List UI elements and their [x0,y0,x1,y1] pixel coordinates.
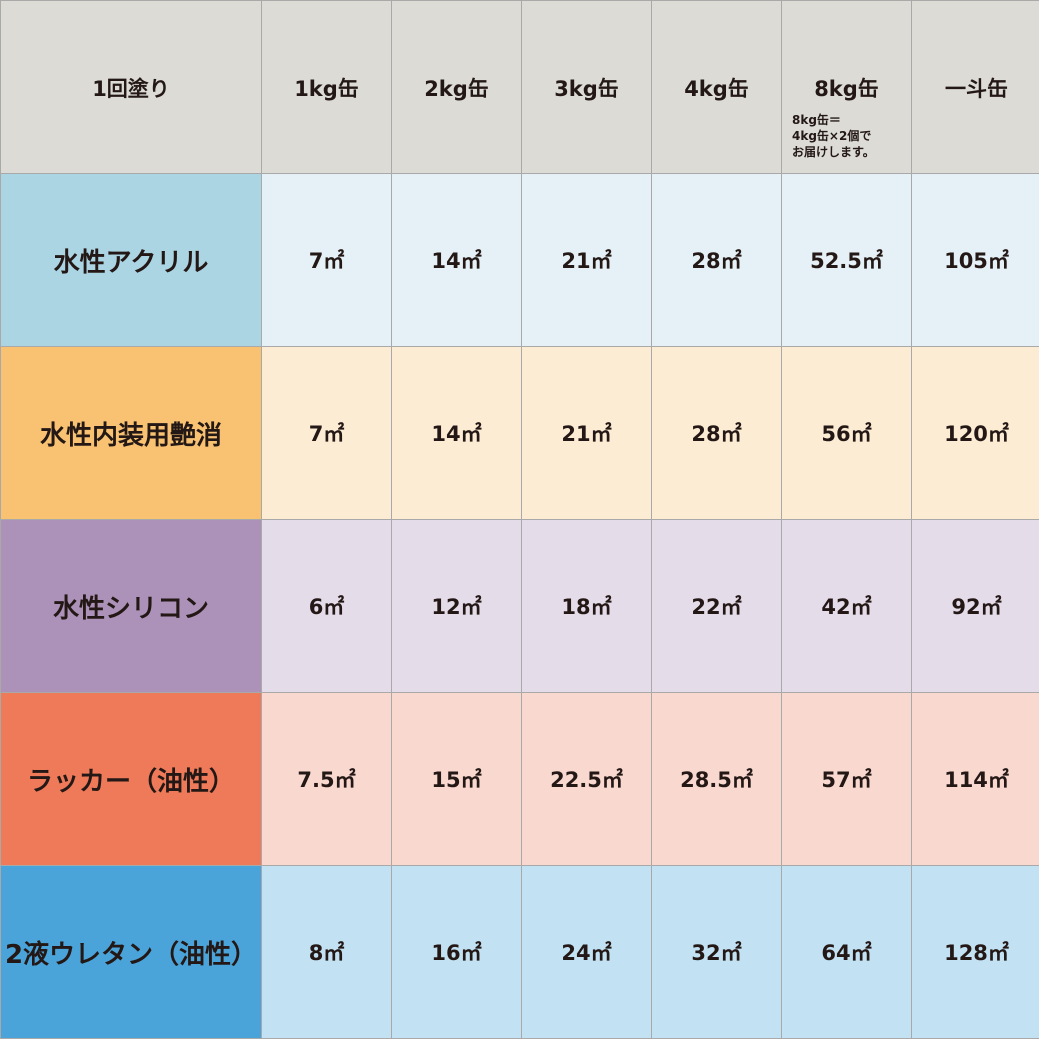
coverage-cell: 7㎡ [261,173,392,347]
coverage-cell: 22.5㎡ [521,692,652,866]
row-label: ラッカー（油性） [0,692,262,866]
coverage-cell: 114㎡ [911,692,1039,866]
row-label: 2液ウレタン（油性） [0,865,262,1039]
coverage-cell: 64㎡ [781,865,912,1039]
row-label: 水性アクリル [0,173,262,347]
coverage-cell: 16㎡ [391,865,522,1039]
row-label: 水性内装用艶消 [0,346,262,520]
header-row: 1回塗り 1kg缶 2kg缶 3kg缶 4kg缶 8kg缶 8kg缶＝ 4kg缶… [0,0,1039,174]
column-header: 一斗缶 [911,0,1039,174]
coverage-cell: 128㎡ [911,865,1039,1039]
column-label: 1kg缶 [294,77,359,101]
coverage-cell: 28㎡ [651,173,782,347]
column-label: 4kg缶 [684,77,749,101]
coverage-cell: 14㎡ [391,173,522,347]
coverage-cell: 32㎡ [651,865,782,1039]
column-label: 2kg缶 [424,77,489,101]
table-row: 水性アクリル 7㎡ 14㎡ 21㎡ 28㎡ 52.5㎡ 105㎡ [0,173,1039,347]
coverage-cell: 28㎡ [651,346,782,520]
coverage-cell: 14㎡ [391,346,522,520]
coverage-cell: 18㎡ [521,519,652,693]
coverage-cell: 21㎡ [521,173,652,347]
coverage-cell: 21㎡ [521,346,652,520]
coverage-cell: 42㎡ [781,519,912,693]
coverage-cell: 52.5㎡ [781,173,912,347]
note-line: 4kg缶×2個で [792,129,872,143]
corner-label: 1回塗り [92,77,170,101]
coverage-cell: 7.5㎡ [261,692,392,866]
coverage-cell: 6㎡ [261,519,392,693]
note-line: お届けします。 [792,145,875,159]
column-header: 8kg缶 8kg缶＝ 4kg缶×2個で お届けします。 [781,0,912,174]
column-label: 一斗缶 [945,77,1008,101]
coverage-cell: 56㎡ [781,346,912,520]
coverage-cell: 22㎡ [651,519,782,693]
coverage-cell: 105㎡ [911,173,1039,347]
8kg-note: 8kg缶＝ 4kg缶×2個で お届けします。 [792,112,875,160]
row-label: 水性シリコン [0,519,262,693]
column-label: 3kg缶 [554,77,619,101]
coverage-cell: 120㎡ [911,346,1039,520]
column-label: 8kg缶 [814,77,879,101]
coverage-cell: 7㎡ [261,346,392,520]
corner-header: 1回塗り [0,0,262,174]
table-row: ラッカー（油性） 7.5㎡ 15㎡ 22.5㎡ 28.5㎡ 57㎡ 114㎡ [0,692,1039,866]
coverage-cell: 15㎡ [391,692,522,866]
note-line: 8kg缶＝ [792,113,841,127]
coverage-cell: 57㎡ [781,692,912,866]
coverage-cell: 12㎡ [391,519,522,693]
coverage-cell: 28.5㎡ [651,692,782,866]
table-row: 水性内装用艶消 7㎡ 14㎡ 21㎡ 28㎡ 56㎡ 120㎡ [0,346,1039,520]
coverage-cell: 24㎡ [521,865,652,1039]
column-header: 2kg缶 [391,0,522,174]
coverage-cell: 92㎡ [911,519,1039,693]
column-header: 3kg缶 [521,0,652,174]
column-header: 4kg缶 [651,0,782,174]
table-row: 水性シリコン 6㎡ 12㎡ 18㎡ 22㎡ 42㎡ 92㎡ [0,519,1039,693]
coverage-cell: 8㎡ [261,865,392,1039]
table-row: 2液ウレタン（油性） 8㎡ 16㎡ 24㎡ 32㎡ 64㎡ 128㎡ [0,865,1039,1039]
column-header: 1kg缶 [261,0,392,174]
